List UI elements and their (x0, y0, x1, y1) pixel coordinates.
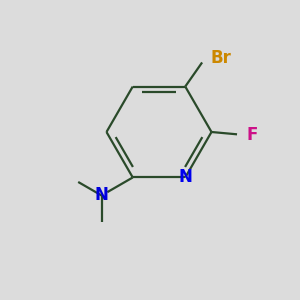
Text: N: N (178, 169, 192, 187)
Text: F: F (247, 126, 258, 144)
Text: Br: Br (211, 49, 232, 67)
Text: N: N (94, 187, 109, 205)
